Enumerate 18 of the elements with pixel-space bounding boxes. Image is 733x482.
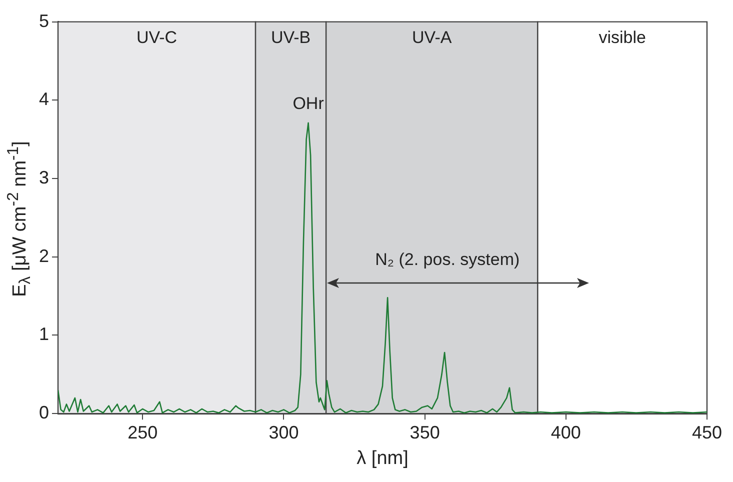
band-label: UV-C [136, 28, 178, 47]
x-tick-label: 300 [268, 422, 299, 442]
x-tick-label: 400 [550, 422, 581, 442]
band-label: visible [598, 28, 646, 47]
band-label: UV-B [270, 28, 311, 47]
annotation: N₂ (2. pos. system) [375, 250, 520, 269]
x-tick-label: 350 [410, 422, 440, 442]
band-label: UV-A [412, 28, 452, 47]
y-tick-label: 2 [38, 246, 50, 266]
y-tick-label: 4 [38, 89, 50, 110]
annotation: OHr [292, 94, 324, 114]
y-tick-label: 5 [38, 10, 50, 31]
y-tick-label: 0 [38, 402, 50, 423]
x-tick-label: 250 [128, 422, 158, 442]
x-axis-title: λ [nm] [356, 448, 408, 469]
x-tick-label: 450 [692, 422, 722, 442]
y-tick-label: 3 [38, 167, 50, 188]
y-tick-label: 1 [38, 324, 50, 344]
